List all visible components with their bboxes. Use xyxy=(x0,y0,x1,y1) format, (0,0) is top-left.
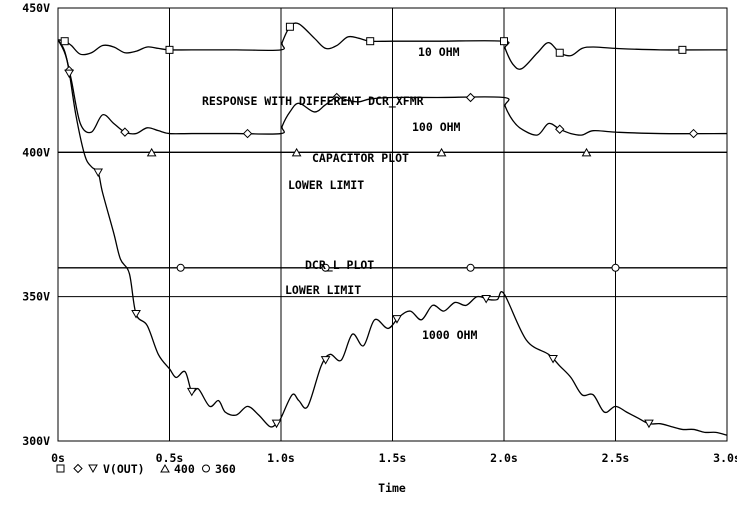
marker-100-ohm xyxy=(242,128,253,139)
marker-1000-ohm xyxy=(320,356,331,365)
marker-1000-ohm xyxy=(392,315,402,324)
marker-1000-ohm xyxy=(64,69,75,79)
marker-10-ohm xyxy=(500,37,508,46)
legend-400-label: 400 xyxy=(174,462,195,476)
y-tick-label: 400V xyxy=(22,145,50,159)
grid-lines xyxy=(58,8,727,441)
marker-1000-ohm xyxy=(271,419,282,429)
label-lower-limit-1: LOWER LIMIT xyxy=(288,178,364,192)
series-line-1000-ohm xyxy=(57,39,728,436)
marker-10-ohm xyxy=(678,45,687,54)
marker-100-ohm xyxy=(555,124,565,134)
marker-400 xyxy=(581,147,592,157)
x-axis-label: Time xyxy=(378,481,406,495)
marker-1000-ohm xyxy=(186,387,197,397)
marker-400 xyxy=(146,147,157,157)
marker-1000-ohm xyxy=(644,419,654,429)
marker-10-ohm xyxy=(555,48,564,57)
marker-100-ohm xyxy=(688,128,699,139)
marker-360 xyxy=(321,263,330,272)
legend-360-label: 360 xyxy=(215,462,236,476)
y-tick-label: 300V xyxy=(22,434,50,448)
marker-1000-ohm xyxy=(548,355,558,364)
marker-100-ohm xyxy=(332,92,342,103)
marker-100-ohm xyxy=(465,92,476,103)
legend-triangle-down-marker xyxy=(88,464,98,474)
x-tick-label: 2.5s xyxy=(602,451,630,465)
marker-1000-ohm xyxy=(131,309,141,319)
marker-360 xyxy=(611,263,620,272)
label-100-ohm: 100 OHM xyxy=(412,120,461,134)
axis-ticks: 0s 0.5s 1.0s 1.5s 2.0s 2.5s 3.0s 300V 350V 400V 45… xyxy=(22,1,737,465)
marker-100-ohm xyxy=(120,127,130,137)
label-dcrl-plot: DCR_L PLOT xyxy=(305,258,374,273)
marker-360 xyxy=(466,263,475,272)
marker-1000-ohm xyxy=(481,294,492,304)
label-10-ohm: 10 OHM xyxy=(418,45,460,59)
legend-circle-marker xyxy=(202,464,210,473)
legend-diamond-marker xyxy=(73,463,83,474)
x-tick-label: 1.5s xyxy=(379,451,407,465)
marker-1000-ohm xyxy=(93,168,104,178)
x-tick-label: 0.5s xyxy=(156,451,184,465)
y-tick-label: 450V xyxy=(22,1,50,15)
marker-10-ohm xyxy=(366,37,375,46)
marker-400 xyxy=(436,147,447,157)
marker-360 xyxy=(176,263,185,272)
marker-10-ohm xyxy=(60,37,69,46)
legend-triangle-up-marker xyxy=(160,463,170,473)
x-tick-label: 0s xyxy=(51,451,65,465)
x-tick-label: 2.0s xyxy=(490,451,518,465)
legend-vout-label: V(OUT) xyxy=(103,462,145,476)
legend: V(OUT) 400 360 xyxy=(56,462,236,476)
label-1000-ohm: 1000 OHM xyxy=(422,328,477,342)
marker-400 xyxy=(291,147,302,157)
series-markers xyxy=(60,22,699,429)
marker-10-ohm xyxy=(285,22,294,31)
label-lower-limit-2: LOWER LIMIT xyxy=(285,283,361,297)
x-tick-label: 1.0s xyxy=(267,451,295,465)
marker-10-ohm xyxy=(165,45,174,54)
y-tick-label: 350V xyxy=(22,290,50,304)
legend-square-marker xyxy=(56,464,65,473)
x-tick-label: 3.0s xyxy=(713,451,737,465)
label-capacitor-plot: CAPACITOR PLOT xyxy=(312,151,409,165)
chart-title-annotation: RESPONSE WITH DIFFERENT DCR_XFMR xyxy=(202,94,424,109)
